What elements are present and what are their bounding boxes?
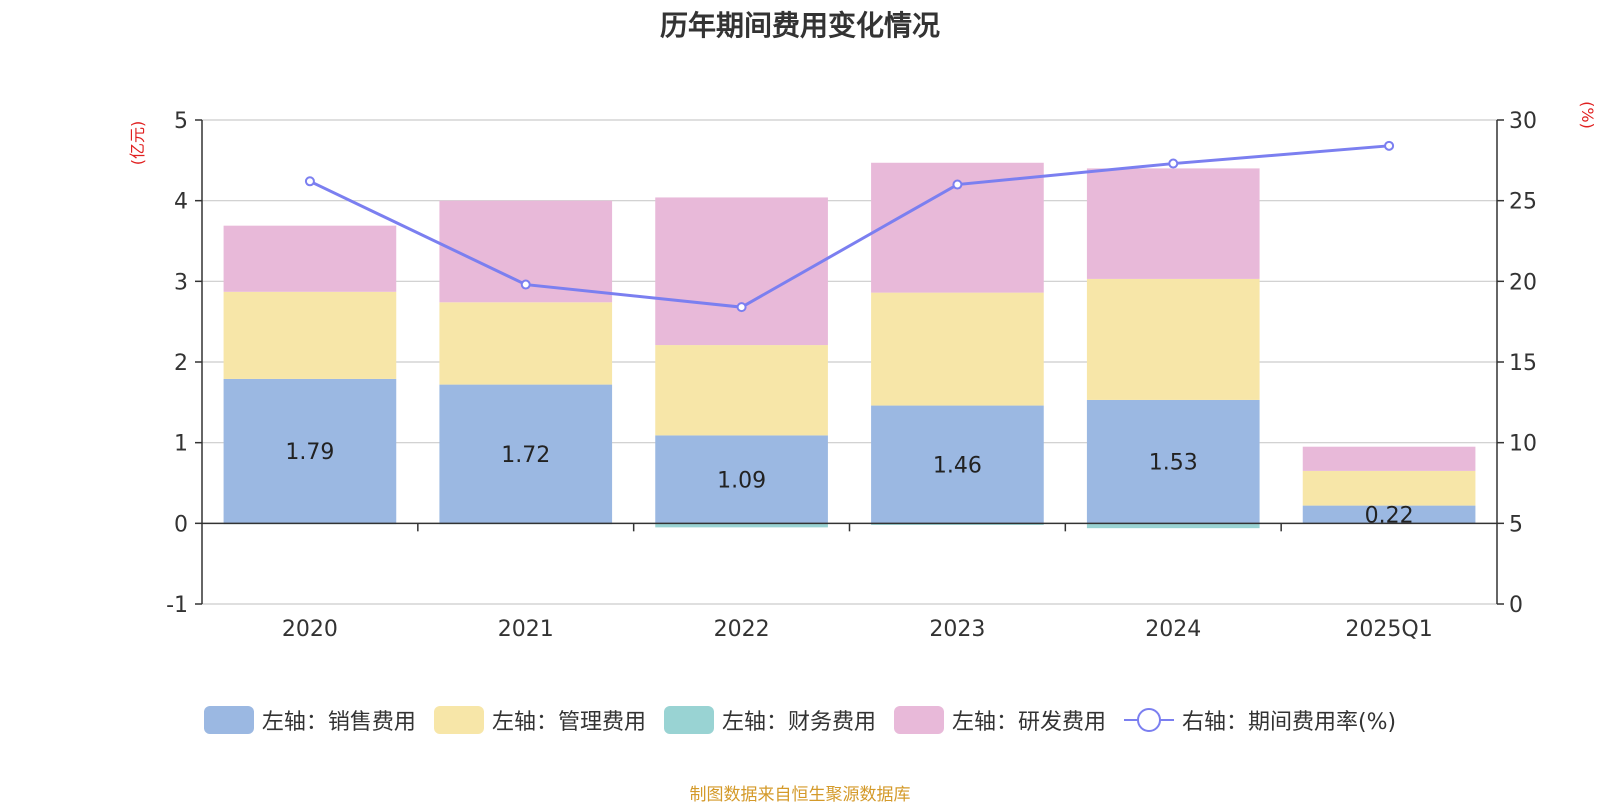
category-label: 2021 xyxy=(498,617,554,642)
bar-segment xyxy=(655,435,828,524)
legend-label-rate: 右轴：期间费用率(%) xyxy=(1181,710,1397,735)
legend: 左轴：销售费用 左轴：管理费用 左轴：财务费用 左轴：研发费用 右轴：期间费用率… xyxy=(0,704,1600,736)
chart-title: 历年期间费用变化情况 xyxy=(659,9,940,42)
bar-segment xyxy=(655,345,828,436)
bar-value-label: 1.46 xyxy=(933,453,982,478)
rate-line xyxy=(304,140,1395,313)
bar-segment xyxy=(871,292,1044,406)
left-tick-label: 5 xyxy=(174,109,188,134)
legend-swatch-sales xyxy=(203,706,254,734)
legend-line-marker-icon xyxy=(1123,706,1174,734)
bar-segment xyxy=(223,225,397,292)
bar-value-label: 1.53 xyxy=(1149,451,1198,476)
bar-value-label: 1.79 xyxy=(285,440,334,465)
bar-segment xyxy=(655,197,828,346)
bar-segment xyxy=(871,523,1044,525)
bar-segment xyxy=(223,291,397,379)
legend-label-sales: 左轴：销售费用 xyxy=(261,710,416,735)
legend-label-finance: 左轴：财务费用 xyxy=(721,710,876,735)
bar-value-label: 0.22 xyxy=(1365,503,1414,528)
legend-label-admin: 左轴：管理费用 xyxy=(491,710,646,735)
bar-segment xyxy=(655,523,828,528)
category-label: 2023 xyxy=(929,617,985,642)
legend-item-rate[interactable]: 右轴：期间费用率(%) xyxy=(1123,704,1397,736)
rate-point xyxy=(304,176,315,187)
bar-segment xyxy=(1302,446,1476,471)
bar-segment xyxy=(871,405,1044,524)
rate-line-path xyxy=(309,144,1390,309)
right-tick-label: 0 xyxy=(1509,593,1523,618)
legend-item-rnd[interactable]: 左轴：研发费用 xyxy=(893,704,1106,736)
left-tick-label: 1 xyxy=(174,432,188,457)
bar-segment xyxy=(439,302,613,385)
grid-lines xyxy=(202,119,1497,605)
bar-segment xyxy=(1302,470,1476,506)
source-note: 制图数据来自恒生聚源数据库 xyxy=(689,785,911,805)
axes: -1 0 1 2 3 4 5 0 5 10 15 20 25 30 2020 2021 2022 2023 2024… xyxy=(166,109,1537,642)
left-tick-label: 2 xyxy=(174,351,188,376)
bar-stacks xyxy=(223,162,1476,529)
right-tick-label: 5 xyxy=(1509,512,1523,537)
legend-item-admin[interactable]: 左轴：管理费用 xyxy=(433,704,646,736)
right-tick-label: 10 xyxy=(1509,432,1537,457)
bar-segment xyxy=(223,378,397,524)
legend-item-finance[interactable]: 左轴：财务费用 xyxy=(663,704,876,736)
category-label: 2020 xyxy=(282,617,338,642)
bar-segment xyxy=(1302,505,1476,524)
category-label: 2022 xyxy=(714,617,770,642)
bar-value-label: 1.09 xyxy=(717,468,766,493)
rate-point xyxy=(1168,158,1179,169)
right-tick-label: 30 xyxy=(1509,109,1537,134)
rate-point xyxy=(1384,140,1395,151)
right-tick-label: 20 xyxy=(1509,270,1537,295)
left-axis-unit: (亿元) xyxy=(128,121,147,166)
bar-segment xyxy=(1086,278,1260,400)
bar-segment xyxy=(1086,168,1260,279)
legend-item-sales[interactable]: 左轴：销售费用 xyxy=(203,704,416,736)
legend-swatch-finance xyxy=(663,706,714,734)
left-tick-label: 0 xyxy=(174,512,188,537)
bar-segment xyxy=(1086,399,1260,524)
right-tick-label: 15 xyxy=(1509,351,1537,376)
data-labels: 1.79 1.72 1.09 1.46 1.53 0.22 xyxy=(285,440,1413,528)
rate-point xyxy=(736,302,747,313)
legend-swatch-rnd xyxy=(893,706,944,734)
bar-segment xyxy=(1086,523,1260,529)
legend-label-rnd: 左轴：研发费用 xyxy=(951,710,1106,735)
left-tick-label: -1 xyxy=(166,593,188,618)
category-label: 2024 xyxy=(1145,617,1201,642)
right-axis-unit: (%) xyxy=(1578,101,1597,129)
rate-point xyxy=(520,279,531,290)
legend-swatch-admin xyxy=(433,706,484,734)
left-tick-label: 4 xyxy=(174,190,188,215)
left-tick-label: 3 xyxy=(174,270,188,295)
bar-segment xyxy=(439,384,613,524)
right-tick-label: 25 xyxy=(1509,190,1537,215)
rate-point xyxy=(952,179,963,190)
category-label: 2025Q1 xyxy=(1345,617,1432,642)
bar-value-label: 1.72 xyxy=(501,443,550,468)
